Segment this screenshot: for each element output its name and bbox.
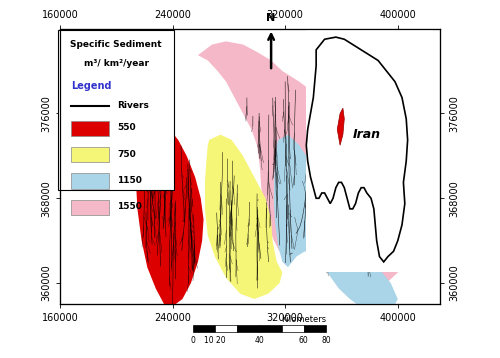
Text: Specific Sediment: Specific Sediment xyxy=(70,40,162,49)
Text: 0: 0 xyxy=(190,336,196,345)
Polygon shape xyxy=(338,108,344,145)
Polygon shape xyxy=(198,42,406,289)
Polygon shape xyxy=(306,37,408,262)
FancyBboxPatch shape xyxy=(72,121,110,136)
FancyBboxPatch shape xyxy=(304,325,326,332)
Polygon shape xyxy=(205,135,282,299)
Text: 80: 80 xyxy=(321,336,331,345)
Text: m³/ km²/year: m³/ km²/year xyxy=(84,59,148,68)
Text: Rivers: Rivers xyxy=(117,101,149,110)
FancyBboxPatch shape xyxy=(72,199,110,215)
FancyBboxPatch shape xyxy=(260,325,281,332)
Text: Legend: Legend xyxy=(72,81,112,91)
FancyBboxPatch shape xyxy=(306,29,433,272)
Text: 1550: 1550 xyxy=(117,202,142,211)
FancyBboxPatch shape xyxy=(193,325,215,332)
Polygon shape xyxy=(136,124,203,306)
Text: 1150: 1150 xyxy=(117,176,142,185)
Text: 40: 40 xyxy=(254,336,264,345)
FancyBboxPatch shape xyxy=(238,325,260,332)
FancyBboxPatch shape xyxy=(282,325,304,332)
FancyBboxPatch shape xyxy=(215,325,238,332)
Text: Iran: Iran xyxy=(353,128,381,141)
Text: 10 20: 10 20 xyxy=(204,336,226,345)
Text: Kilometers: Kilometers xyxy=(281,315,326,324)
Text: 550: 550 xyxy=(117,124,136,132)
Text: 750: 750 xyxy=(117,150,136,159)
Text: N: N xyxy=(266,13,276,23)
FancyBboxPatch shape xyxy=(72,147,110,162)
Text: 60: 60 xyxy=(299,336,308,345)
Polygon shape xyxy=(274,135,398,315)
FancyBboxPatch shape xyxy=(72,173,110,189)
FancyBboxPatch shape xyxy=(58,30,174,190)
